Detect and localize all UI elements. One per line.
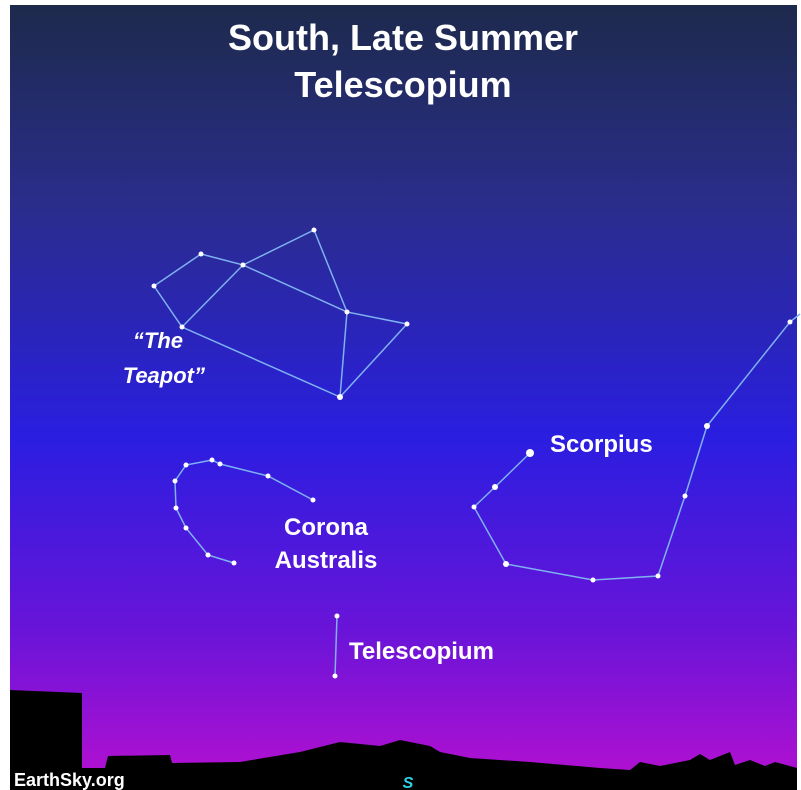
teapot-label: “The — [133, 328, 183, 353]
sky-chart: South, Late Summer Telescopium “The Teap… — [0, 0, 801, 790]
title-line: South, Late Summer — [228, 17, 578, 58]
teapot-label: Teapot” — [123, 363, 205, 388]
corona-label: Corona — [284, 514, 369, 541]
title-line: Telescopium — [294, 64, 511, 105]
page: South, Late Summer Telescopium “The Teap… — [0, 0, 801, 790]
corona-label: Australis — [275, 547, 378, 574]
direction-marker: S — [403, 775, 414, 790]
credit: EarthSky.org — [14, 770, 125, 790]
scorpius-label: Scorpius — [550, 431, 653, 458]
telescopium-label: Telescopium — [349, 638, 494, 665]
sky — [10, 5, 797, 790]
